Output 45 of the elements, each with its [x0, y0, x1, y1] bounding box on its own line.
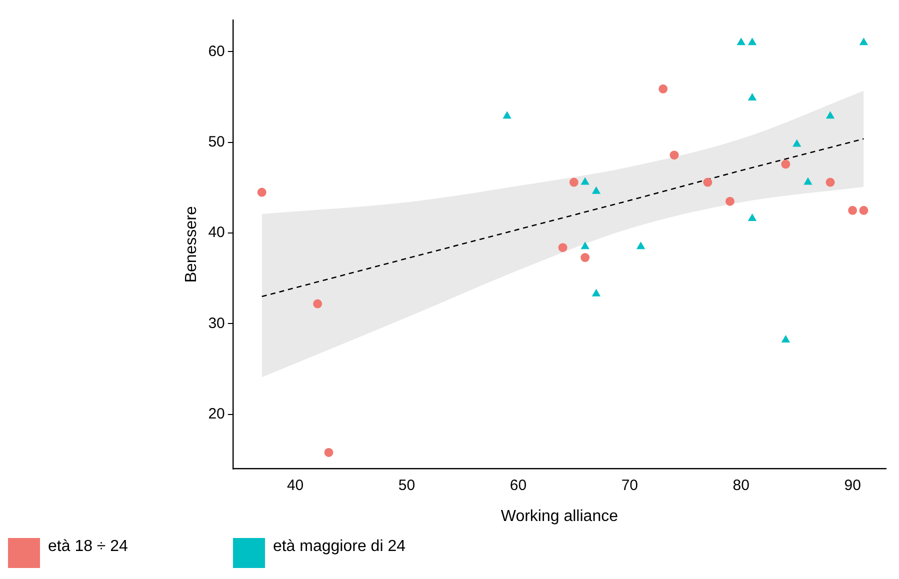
point	[324, 448, 334, 457]
point	[782, 336, 790, 343]
point	[313, 299, 322, 308]
x-tick-label: 70	[621, 476, 638, 494]
point	[558, 243, 568, 252]
point	[569, 178, 578, 187]
point	[737, 38, 746, 46]
x-tick-label: 60	[510, 476, 527, 494]
point	[848, 206, 858, 215]
y-tick-label: 50	[208, 134, 225, 151]
point	[503, 112, 512, 119]
x-tick-label: 40	[286, 476, 304, 494]
point	[804, 178, 812, 185]
point	[748, 214, 756, 222]
point	[859, 206, 868, 215]
point	[748, 38, 756, 46]
point	[581, 178, 590, 185]
point	[826, 112, 834, 119]
point	[581, 242, 590, 250]
point	[748, 93, 756, 100]
legend-label: età maggiore di 24	[272, 538, 406, 556]
x-axis-title: Working alliance	[500, 508, 618, 525]
x-tick-label: 80	[732, 476, 750, 494]
point	[636, 242, 645, 250]
y-tick-label: 60	[208, 42, 225, 60]
line-series	[261, 138, 864, 298]
point	[592, 289, 600, 296]
point	[257, 188, 266, 197]
y-axis-title: Benessere	[183, 206, 200, 283]
point	[670, 150, 679, 160]
y-tick-label: 40	[208, 224, 225, 242]
y-tick-label: 20	[208, 406, 225, 423]
x-tick-label: 90	[844, 476, 861, 494]
point	[703, 178, 712, 187]
point	[860, 38, 868, 46]
point	[580, 253, 590, 262]
point	[781, 160, 790, 169]
point	[792, 140, 801, 147]
point	[658, 84, 668, 94]
x-tick-label: 50	[398, 476, 416, 494]
point	[592, 186, 600, 194]
legend-label: età 18 ÷ 24	[48, 538, 128, 556]
point	[725, 196, 734, 206]
point	[826, 178, 835, 187]
y-tick-label: 30	[208, 314, 225, 332]
